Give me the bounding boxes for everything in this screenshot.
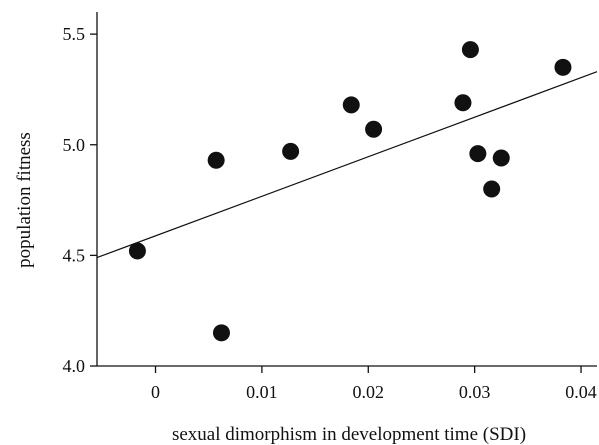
data-point <box>342 96 360 114</box>
data-point <box>469 145 487 163</box>
y-tick-label: 4.5 <box>63 245 86 265</box>
data-point <box>365 120 383 138</box>
y-tick-label: 4.0 <box>63 356 86 376</box>
x-tick-label: 0.03 <box>459 382 491 402</box>
y-tick-label: 5.5 <box>63 24 86 44</box>
trend-line <box>96 71 598 259</box>
x-tick-label: 0 <box>151 382 160 402</box>
y-axis-title: population fitness <box>14 132 35 268</box>
x-tick-label: 0.04 <box>565 382 597 402</box>
data-point <box>282 142 300 160</box>
data-point <box>554 58 572 76</box>
data-point <box>212 324 230 342</box>
data-point <box>483 180 501 198</box>
x-axis-title: sexual dimorphism in development time (S… <box>172 424 526 445</box>
data-point <box>207 151 225 169</box>
data-point <box>492 149 510 167</box>
data-point <box>461 41 479 59</box>
y-tick-label: 5.0 <box>63 135 86 155</box>
data-point <box>454 94 472 112</box>
x-tick-label: 0.02 <box>353 382 385 402</box>
data-point <box>128 242 146 260</box>
x-tick-label: 0.01 <box>246 382 278 402</box>
